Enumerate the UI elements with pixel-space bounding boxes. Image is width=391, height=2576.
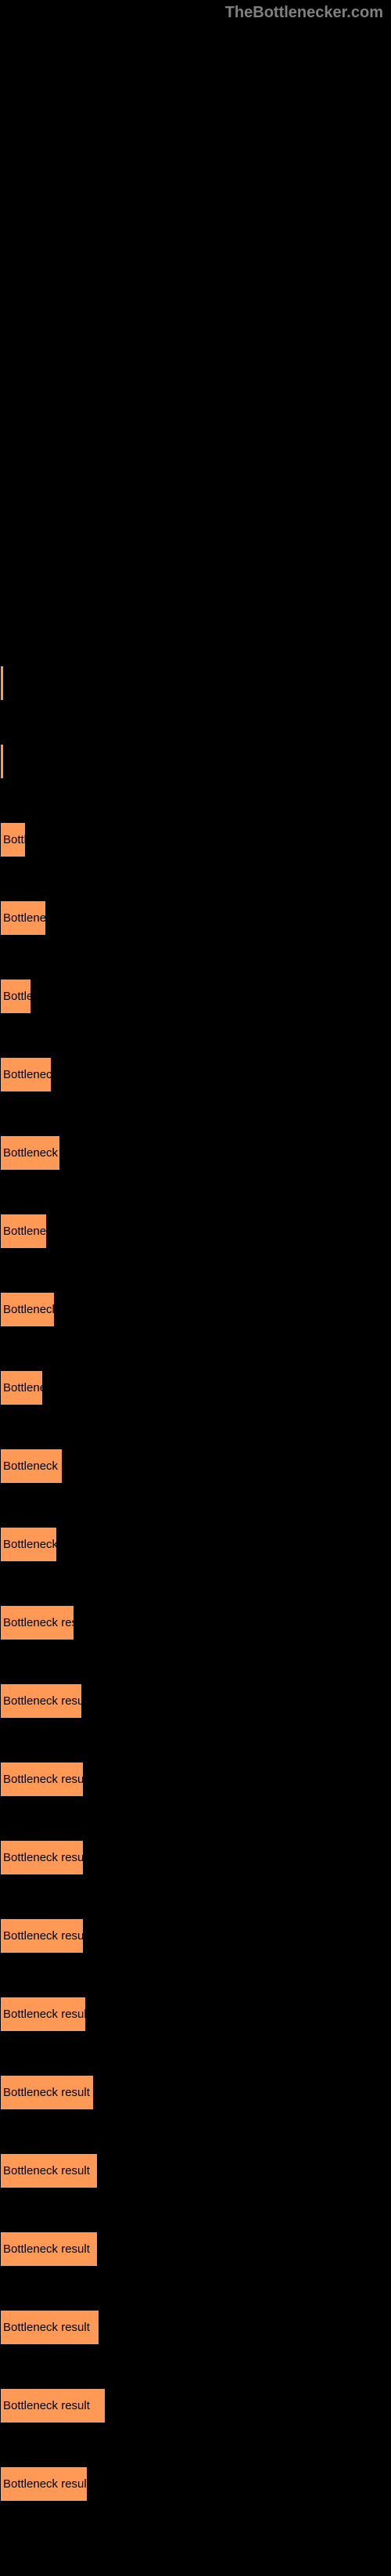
bar-row: Bottlen [0,979,391,1014]
bar-label: Bottleneck result [3,2242,90,2256]
bar-row: Bottleneck result [0,1605,391,1640]
bar: Bottleneck result [0,2310,99,2345]
bar-chart: Bottle Bottleneck Bottlen Bottleneck r Bottl… [0,0,391,2576]
bar: Bottleneck result [0,2075,94,2110]
bar: Bottleneck res [0,1135,60,1171]
bar-label: Bottleneck result [3,2008,86,2021]
bar-row: Bottleneck result [0,1997,391,2032]
bar-row [0,666,391,701]
bar-label: Bottleneck result [3,1773,84,1786]
bar: Bottleneck re [0,1527,57,1562]
bar-label: Bottleneck result [3,2321,90,2334]
watermark: TheBottlenecker.com [225,4,383,22]
bar-label: Bottle [3,833,26,846]
bar: Bottleneck result [0,2388,106,2423]
bar-label: Bottleneck result [3,2086,90,2099]
bar: Bottleneck result [0,1918,84,1954]
bar: Bottlen [0,979,31,1014]
bar-label: Bottleneck result [3,2399,90,2412]
bar-row: Bottleneck re [0,1527,391,1562]
bar: Bottleneck [0,1214,47,1249]
bar: Bottleneck result [0,2466,88,2502]
bar-label: Bottlened [3,1381,43,1394]
bar-row: Bottleneck result [0,1762,391,1797]
bar-label: Bottleneck resu [3,1459,63,1473]
bar-label: Bottleneck r [3,1068,52,1081]
bar: Bottleneck result [0,1840,84,1875]
bar-row: Bottlened [0,1370,391,1405]
bar-label: Bottleneck re [3,1538,57,1551]
bar-label: Bottleneck result [3,1616,74,1629]
bar-label: Bottleneck [3,911,46,925]
bar: Bottlened [0,1370,43,1405]
bar: Bottleneck result [0,1605,74,1640]
bar-row: Bottleneck [0,900,391,936]
bar-row: Bottleneck re [0,1292,391,1327]
bar: Bottleneck resu [0,1449,63,1484]
bar-row: Bottleneck r [0,1057,391,1092]
bar-row: Bottle [0,822,391,857]
bar [0,666,4,701]
bar-row: Bottleneck resu [0,1449,391,1484]
bar-row: Bottleneck res [0,1135,391,1171]
bar [0,744,4,779]
bar-row: Bottleneck [0,1214,391,1249]
bar-label: Bottleneck result [3,1851,84,1864]
bar: Bottleneck result [0,1997,86,2032]
bar: Bottleneck [0,900,46,936]
bar: Bottleneck re [0,1292,55,1327]
bar-label: Bottleneck result [3,2164,90,2177]
bar: Bottleneck result [0,2153,98,2188]
bar: Bottleneck result [0,1762,84,1797]
bar-row: Bottleneck result [0,2231,391,2267]
bar-label: Bottleneck res [3,1146,60,1160]
bar-row: Bottleneck result [0,1840,391,1875]
bar-row: Bottleneck result [0,1683,391,1719]
bar-row: Bottleneck result [0,1918,391,1954]
bar: Bottleneck r [0,1057,52,1092]
bar-row: Bottleneck result [0,2075,391,2110]
bar: Bottle [0,822,26,857]
bar: Bottleneck result [0,1683,82,1719]
bar-label: Bottleneck [3,1225,47,1238]
bar: Bottleneck result [0,2231,98,2267]
bar-row: Bottleneck result [0,2153,391,2188]
bar-row [0,744,391,779]
bar-label: Bottlen [3,990,31,1003]
bar-row: Bottleneck result [0,2310,391,2345]
bar-label: Bottleneck re [3,1303,55,1316]
bar-label: Bottleneck result [3,1694,82,1708]
bar-row: Bottleneck result [0,2388,391,2423]
bar-label: Bottleneck result [3,1929,84,1943]
bar-row: Bottleneck result [0,2466,391,2502]
bar-label: Bottleneck result [3,2477,88,2491]
